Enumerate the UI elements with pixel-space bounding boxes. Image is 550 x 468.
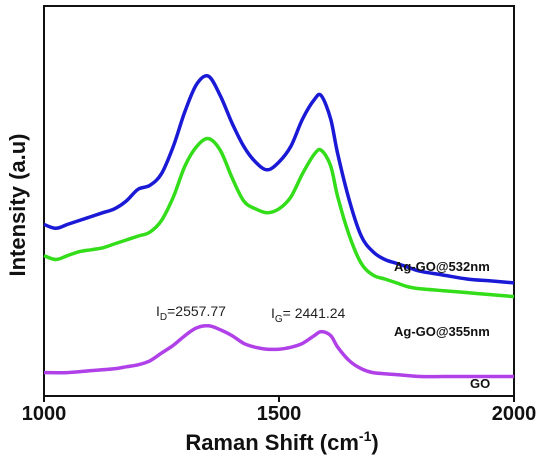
series-layer	[43, 74, 515, 379]
x-axis-title: Raman Shift (cm-1)	[185, 428, 378, 455]
series-line-2	[43, 323, 514, 379]
series-label-go: GO	[470, 376, 490, 391]
x-tick-label: 2000	[492, 403, 537, 425]
x-tick-label: 1500	[257, 403, 302, 425]
ticks-layer: 1000 1500 2000	[22, 396, 537, 425]
series-line-0	[43, 74, 515, 285]
annotation-id: ID=2557.77	[156, 303, 226, 323]
annotation-ig: IG= 2441.24	[271, 305, 346, 325]
series-label-ag-go-532: Ag-GO@532nm	[394, 259, 490, 274]
x-tick-label: 1000	[22, 403, 67, 425]
series-label-ag-go-355: Ag-GO@355nm	[394, 324, 490, 339]
y-axis-title: Intensity (a.u)	[5, 133, 30, 276]
series-line-1	[43, 136, 515, 299]
